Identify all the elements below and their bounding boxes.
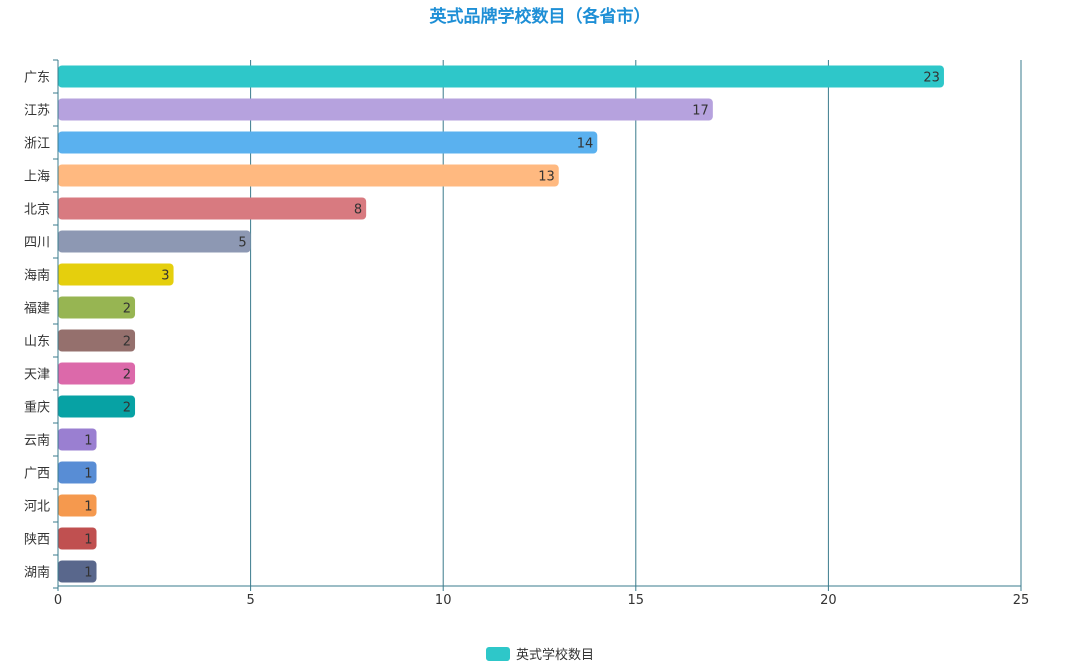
x-tick-label: 0 xyxy=(54,593,62,608)
bar-value-label: 8 xyxy=(354,203,362,218)
bar xyxy=(58,494,97,517)
bar-value-label: 2 xyxy=(123,302,131,317)
bar xyxy=(58,428,97,451)
y-tick-label: 广东 xyxy=(24,71,50,86)
bar-value-label: 23 xyxy=(923,71,940,86)
legend[interactable]: 英式学校数目 xyxy=(0,644,1080,663)
bar xyxy=(58,296,136,319)
bar xyxy=(58,131,598,154)
x-tick-label: 20 xyxy=(820,593,837,608)
y-tick-label: 北京 xyxy=(24,203,50,218)
y-tick-label: 江苏 xyxy=(24,103,50,119)
bar xyxy=(58,362,136,385)
y-tick-label: 云南 xyxy=(24,433,50,449)
y-tick-label: 河北 xyxy=(24,500,50,515)
y-tick-label: 天津 xyxy=(24,368,50,383)
y-tick-label: 湖南 xyxy=(24,565,50,581)
bar xyxy=(58,98,713,121)
bar xyxy=(58,197,367,220)
bar-value-label: 1 xyxy=(84,467,92,482)
bar xyxy=(58,560,97,583)
y-tick-label: 四川 xyxy=(24,236,50,251)
y-tick-label: 浙江 xyxy=(24,137,50,152)
bar-value-label: 17 xyxy=(692,104,709,119)
bar-value-label: 1 xyxy=(84,434,92,449)
y-tick-label: 重庆 xyxy=(24,400,50,416)
y-tick-label: 陕西 xyxy=(24,533,50,548)
x-tick-label: 10 xyxy=(435,593,452,608)
bar-value-label: 2 xyxy=(123,401,131,416)
y-tick-label: 海南 xyxy=(24,268,50,284)
y-tick-label: 广西 xyxy=(24,467,50,482)
bar-value-label: 14 xyxy=(577,137,594,152)
bar-series: 23 17 14 13 8 5 3 2 2 2 2 1 1 1 1 1 xyxy=(58,65,944,583)
bar xyxy=(58,230,251,253)
y-tick-label: 山东 xyxy=(24,335,50,350)
bar-value-label: 5 xyxy=(238,236,246,251)
bar-value-label: 1 xyxy=(84,533,92,548)
bar-value-label: 2 xyxy=(123,368,131,383)
bar xyxy=(58,164,559,187)
bar xyxy=(58,395,136,418)
grid-lines xyxy=(250,60,1022,586)
legend-swatch xyxy=(485,646,510,661)
legend-label: 英式学校数目 xyxy=(515,648,594,663)
bar-value-label: 13 xyxy=(538,170,555,185)
x-tick-label: 5 xyxy=(246,593,254,608)
bar xyxy=(58,461,97,484)
y-tick-label: 上海 xyxy=(24,170,50,185)
bar-value-label: 3 xyxy=(161,269,169,284)
x-tick-label: 15 xyxy=(628,593,645,608)
bar xyxy=(58,527,97,550)
axes: 0 5 10 15 20 25广东江苏浙江上海北京四川海南福建山东天津重庆云南广西河北陕西… xyxy=(24,59,1030,608)
bar xyxy=(58,263,174,286)
bar-value-label: 2 xyxy=(123,335,131,350)
chart-title: 英式品牌学校数目（各省市） xyxy=(429,7,651,27)
y-tick-label: 福建 xyxy=(24,302,50,317)
bar-value-label: 1 xyxy=(84,566,92,581)
bar xyxy=(58,65,944,88)
bar-value-label: 1 xyxy=(84,500,92,515)
x-tick-label: 25 xyxy=(1013,593,1030,608)
bar xyxy=(58,329,136,352)
